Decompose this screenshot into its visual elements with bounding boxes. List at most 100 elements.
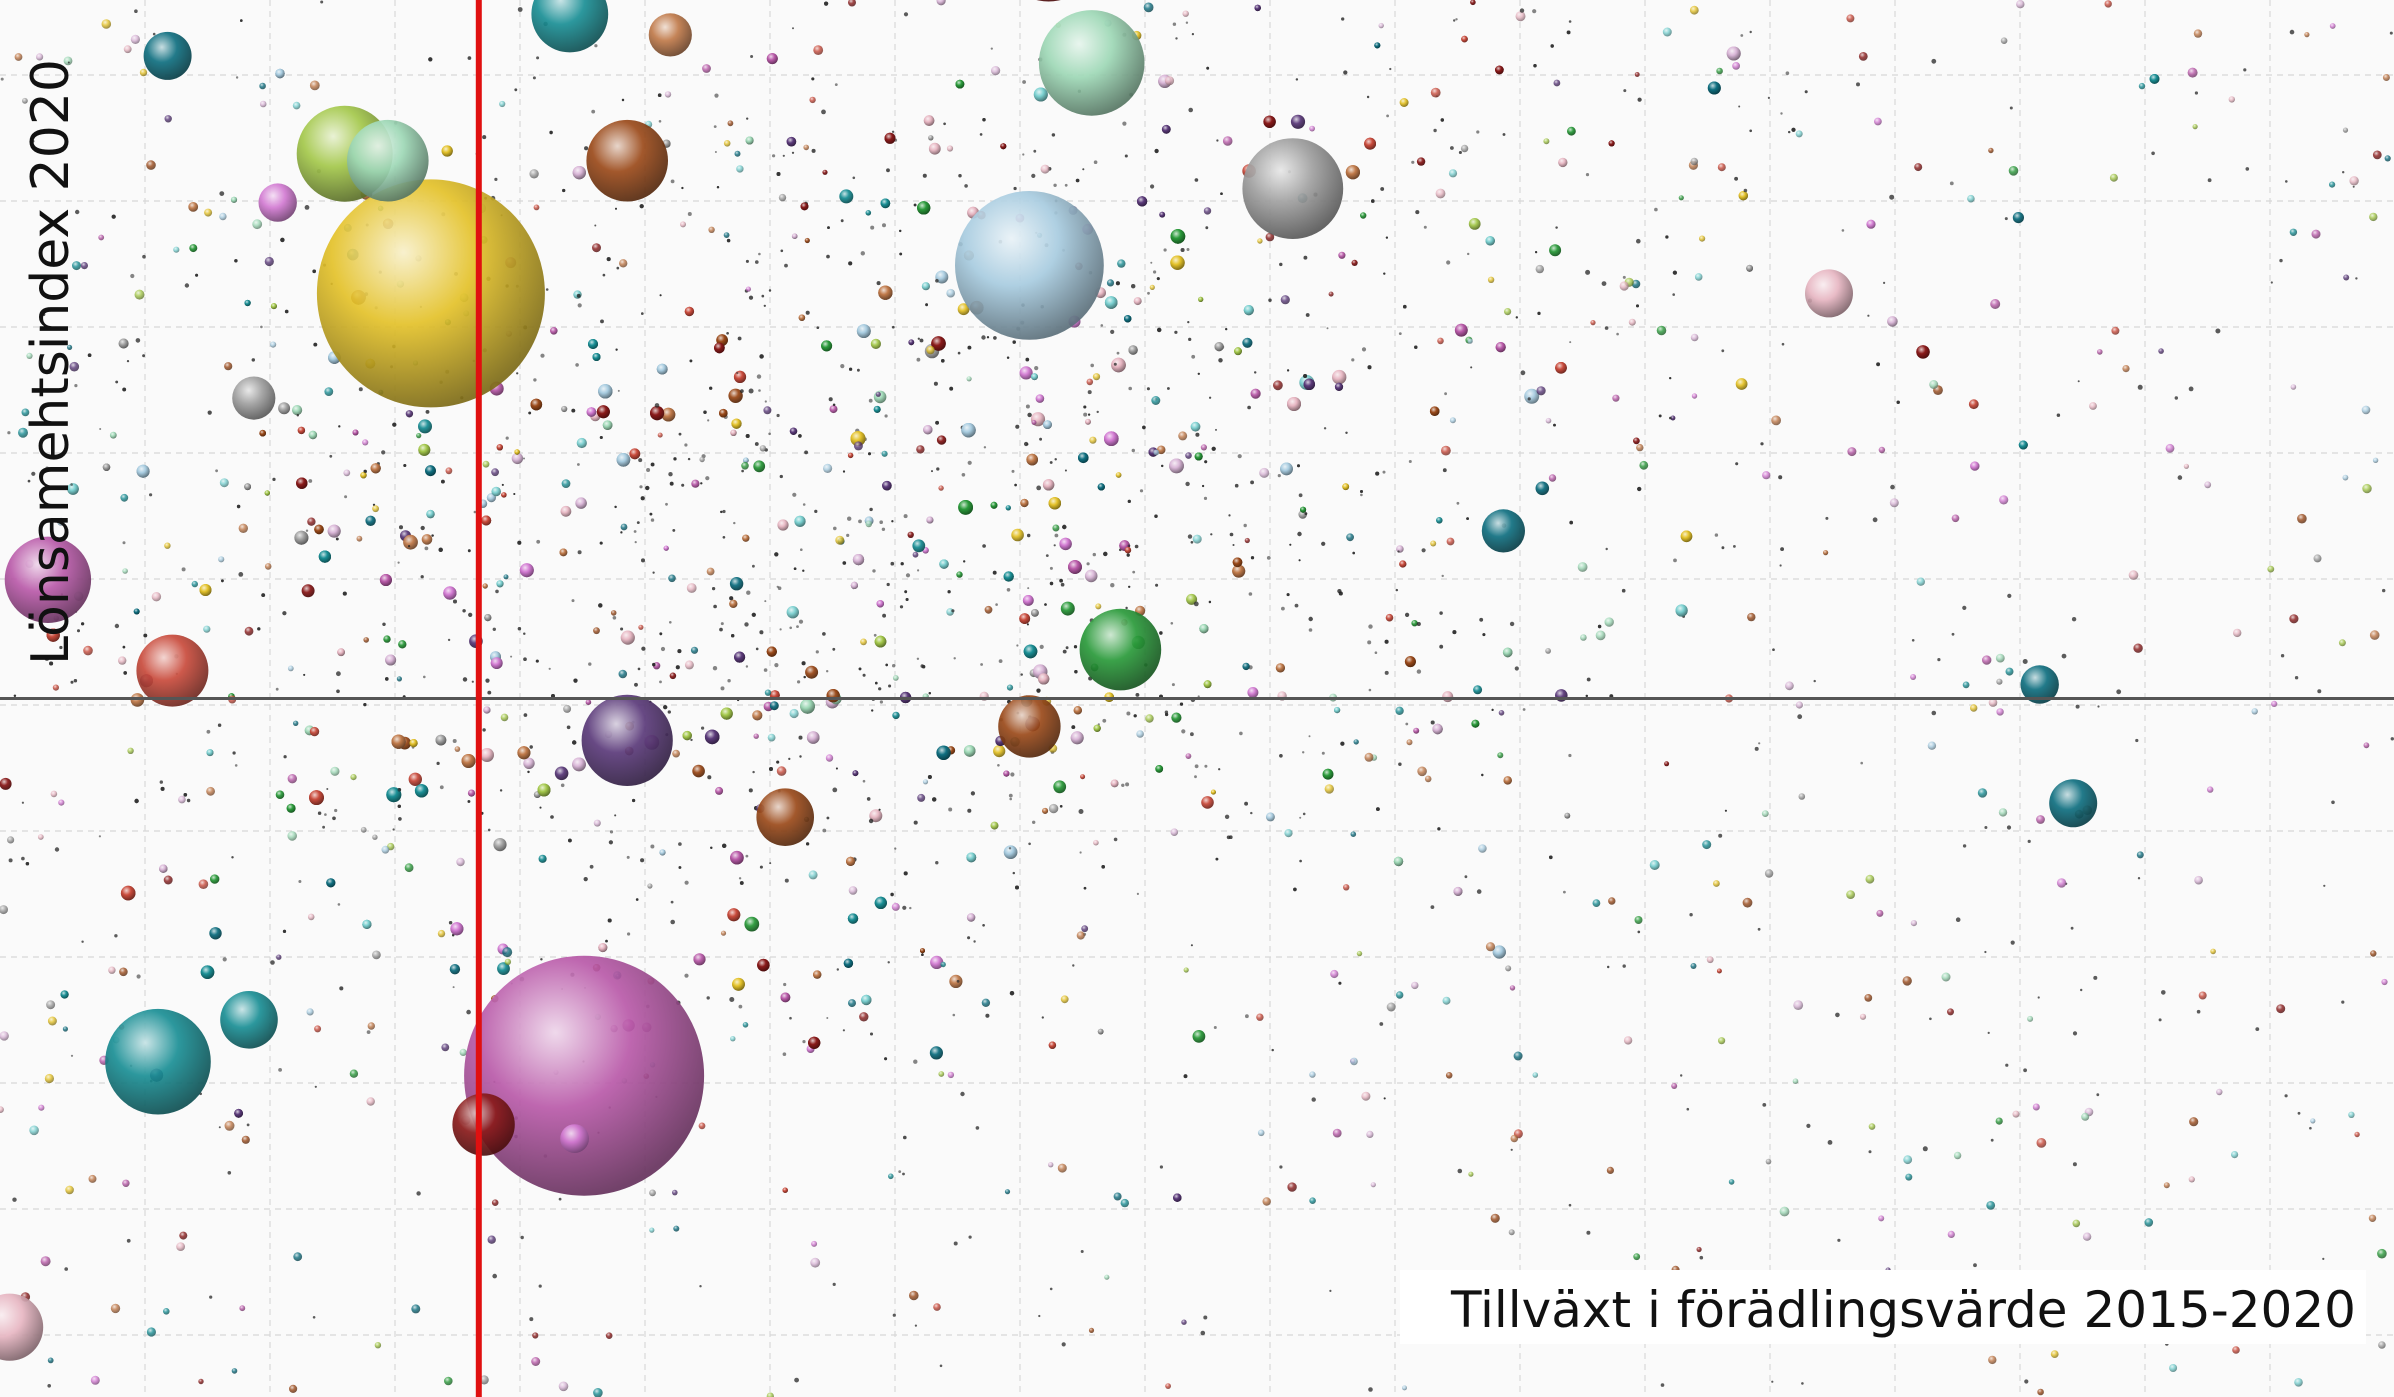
small-point <box>1732 62 1740 70</box>
small-point <box>1081 925 1089 933</box>
small-point <box>44 656 50 661</box>
small-point <box>638 624 644 630</box>
small-point <box>1758 742 1761 745</box>
small-point <box>563 704 572 713</box>
small-point <box>1004 1189 1011 1195</box>
small-point <box>1385 236 1388 239</box>
small-point <box>81 622 85 626</box>
small-point <box>1054 458 1057 461</box>
small-point <box>47 1384 51 1388</box>
small-point <box>441 1043 450 1052</box>
small-point <box>8 858 13 863</box>
small-point <box>514 88 518 92</box>
small-point <box>397 804 401 808</box>
small-point <box>251 358 255 362</box>
small-point <box>404 863 414 873</box>
small-point <box>2361 405 2371 415</box>
small-point <box>1060 582 1065 587</box>
small-point <box>1350 1057 1358 1066</box>
small-point <box>403 534 418 550</box>
small-point <box>661 407 676 422</box>
small-point <box>1005 505 1011 511</box>
small-point <box>83 645 93 656</box>
small-point <box>38 1104 45 1111</box>
small-point <box>1147 291 1150 295</box>
small-point <box>1234 347 1242 356</box>
small-point <box>832 647 836 651</box>
small-point <box>397 561 400 564</box>
small-point <box>1604 617 1614 627</box>
small-point <box>1203 207 1212 215</box>
data-bubble <box>258 183 297 222</box>
small-point <box>326 878 336 888</box>
small-point <box>367 1022 375 1030</box>
small-point <box>64 1267 68 1271</box>
small-point <box>286 803 296 813</box>
small-point <box>1133 714 1137 718</box>
small-point <box>958 500 973 515</box>
small-point <box>2174 396 2178 400</box>
small-point <box>1000 143 1007 150</box>
small-point <box>748 388 754 394</box>
small-point <box>1568 20 1572 23</box>
small-point <box>2024 1379 2029 1384</box>
data-bubble <box>531 0 609 53</box>
small-point <box>1195 432 1200 437</box>
small-point <box>1864 994 1873 1002</box>
small-point <box>730 429 737 436</box>
small-point <box>1694 273 1703 281</box>
small-point <box>431 534 434 537</box>
small-point <box>1049 566 1053 570</box>
small-point <box>1616 332 1619 336</box>
small-point <box>839 189 854 204</box>
small-point <box>146 160 156 170</box>
small-point <box>1257 1129 1265 1137</box>
small-point <box>1173 1193 1182 1202</box>
small-point <box>1204 460 1208 464</box>
small-point <box>57 517 66 526</box>
small-point <box>801 661 806 666</box>
small-point <box>1204 764 1208 768</box>
small-point <box>485 678 490 683</box>
small-point <box>115 380 119 384</box>
small-point <box>1890 484 1895 490</box>
small-point <box>2009 106 2013 110</box>
small-point <box>1482 633 1486 637</box>
small-point <box>884 414 888 418</box>
small-point <box>2070 926 2074 930</box>
small-point <box>1104 1274 1110 1280</box>
small-point <box>1481 773 1484 777</box>
small-point <box>740 389 744 393</box>
small-point <box>982 118 986 122</box>
small-point <box>1910 674 1917 680</box>
small-point <box>468 612 473 618</box>
small-point <box>1294 603 1299 608</box>
small-point <box>920 664 925 668</box>
small-point <box>1190 541 1194 544</box>
small-point <box>450 922 464 936</box>
small-point <box>1754 746 1759 751</box>
small-point <box>2210 948 2216 955</box>
small-point <box>1636 238 1641 244</box>
small-point <box>1585 694 1589 698</box>
small-point <box>1450 146 1454 150</box>
small-point <box>324 387 334 396</box>
small-point <box>1006 684 1014 691</box>
small-point <box>1690 963 1697 969</box>
small-point <box>1198 296 1204 302</box>
small-point <box>606 257 611 262</box>
small-point <box>483 706 491 714</box>
small-point <box>1190 421 1201 432</box>
small-point <box>1396 545 1404 553</box>
small-point <box>935 279 939 283</box>
small-point <box>453 599 457 604</box>
small-point <box>424 546 429 551</box>
small-point <box>912 551 919 558</box>
small-point <box>712 587 716 591</box>
small-point <box>1691 393 1698 399</box>
small-point <box>784 263 788 268</box>
small-point <box>510 655 513 658</box>
small-point <box>736 371 739 375</box>
small-point <box>219 191 225 197</box>
small-point <box>967 345 972 350</box>
